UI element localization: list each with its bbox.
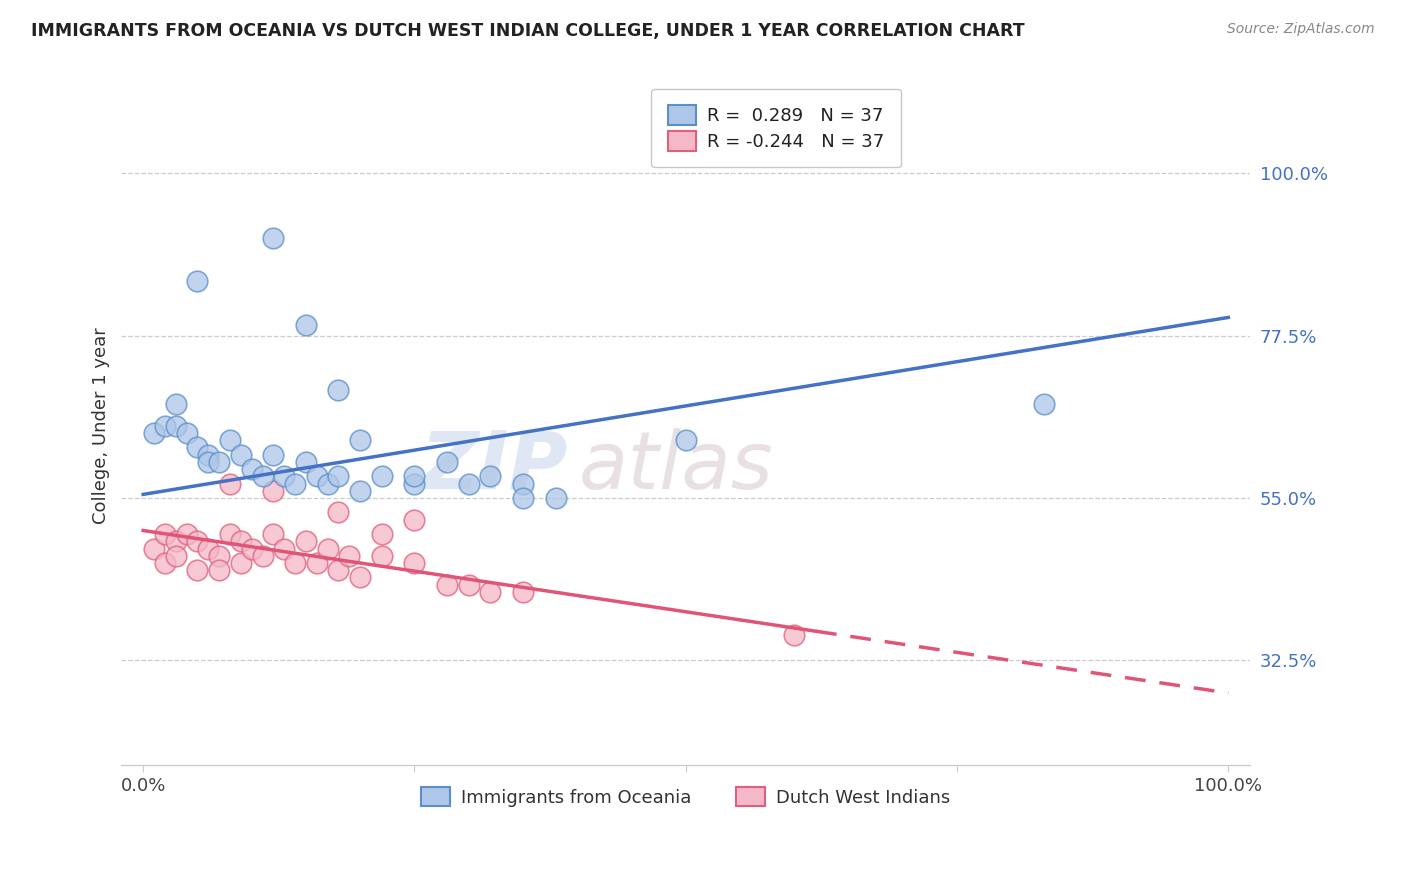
Point [240,541,263,556]
Point [404,513,426,527]
Point [273,469,295,483]
Point [165,397,187,411]
Point [512,476,534,491]
Point [436,577,458,591]
Point [371,549,394,563]
Point [186,563,208,577]
Point [208,563,231,577]
Point [544,491,567,505]
Point [229,448,252,462]
Point [229,556,252,570]
Point [436,455,458,469]
Text: IMMIGRANTS FROM OCEANIA VS DUTCH WEST INDIAN COLLEGE, UNDER 1 YEAR CORRELATION C: IMMIGRANTS FROM OCEANIA VS DUTCH WEST IN… [31,22,1025,40]
Point [153,527,176,541]
Point [153,418,176,433]
Point [197,455,219,469]
Point [675,434,697,448]
Point [165,534,187,549]
Point [252,549,274,563]
Point [219,527,242,541]
Point [165,549,187,563]
Point [219,476,242,491]
Point [316,541,339,556]
Point [176,425,198,440]
Point [143,425,166,440]
Point [305,556,328,570]
Point [328,469,350,483]
Point [186,534,208,549]
Point [349,483,371,498]
Point [328,563,350,577]
Point [208,455,231,469]
Point [165,418,187,433]
Point [783,628,806,642]
Point [349,434,371,448]
Point [295,534,318,549]
Point [262,527,284,541]
Point [404,476,426,491]
Point [479,585,502,599]
Point [479,469,502,483]
Point [240,462,263,476]
Legend: Immigrants from Oceania, Dutch West Indians: Immigrants from Oceania, Dutch West Indi… [413,780,957,814]
Text: Source: ZipAtlas.com: Source: ZipAtlas.com [1227,22,1375,37]
Point [262,448,284,462]
Point [186,274,208,288]
Point [284,476,307,491]
Point [176,527,198,541]
Point [153,556,176,570]
Point [219,434,242,448]
Y-axis label: College, Under 1 year: College, Under 1 year [93,327,110,524]
Point [512,585,534,599]
Point [328,505,350,519]
Point [252,469,274,483]
Point [404,469,426,483]
Point [512,491,534,505]
Text: ZIP: ZIP [420,427,567,506]
Point [295,455,318,469]
Point [229,534,252,549]
Point [262,231,284,245]
Point [328,383,350,397]
Point [295,318,318,332]
Point [457,577,479,591]
Text: atlas: atlas [578,427,773,506]
Point [284,556,307,570]
Point [197,541,219,556]
Point [197,448,219,462]
Point [186,441,208,455]
Point [371,527,394,541]
Point [337,549,360,563]
Point [143,541,166,556]
Point [316,476,339,491]
Point [262,483,284,498]
Point [457,476,479,491]
Point [305,469,328,483]
Point [349,570,371,584]
Point [404,556,426,570]
Point [208,549,231,563]
Point [1032,397,1054,411]
Point [273,541,295,556]
Point [371,469,394,483]
